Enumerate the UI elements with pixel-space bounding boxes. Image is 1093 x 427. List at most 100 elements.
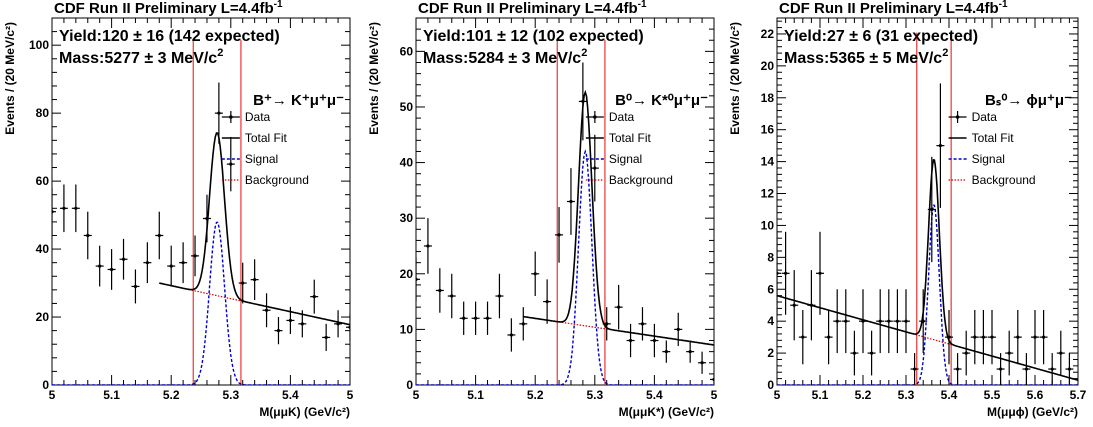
data-point <box>1059 351 1063 355</box>
data-point <box>121 257 126 261</box>
data-point <box>74 206 78 210</box>
y-tick-label: 10 <box>761 218 775 232</box>
data-point <box>169 264 173 268</box>
data-point <box>593 166 597 170</box>
panel-1: CDF Run II Preliminary L=4.4fb-1 0 20 40 60 8… <box>3 0 435 419</box>
data-point <box>324 335 328 340</box>
x-tick-label: 5 <box>49 388 56 402</box>
x-axis-label: M(μμϕ) (GeV/c²) <box>987 405 1078 419</box>
legend-data-marker <box>955 115 960 119</box>
data-point <box>652 338 657 343</box>
data-point <box>700 361 704 365</box>
plot-frame <box>776 17 1079 386</box>
y-tick-label: 18 <box>761 91 775 105</box>
data-point <box>913 367 917 371</box>
y-axis-label: Events / (20 MeV/c²) <box>3 22 17 135</box>
data-point <box>964 351 968 355</box>
y-tick-label: 16 <box>761 123 775 137</box>
data-point <box>348 325 350 329</box>
x-tick-label: 5.4 <box>282 388 299 402</box>
data-point <box>360 329 363 332</box>
y-tick-label: 12 <box>761 187 775 201</box>
data-point <box>736 333 739 336</box>
y-tick-label: 6 <box>767 282 774 296</box>
y-tick-label: 22 <box>761 27 775 41</box>
legend-label-total-fit: Total Fit <box>245 131 288 145</box>
y-tick-label: 80 <box>36 106 50 120</box>
x-tick-label: 5.2 <box>163 388 180 402</box>
decay-process-label: B⁰→ K*⁰μ⁺μ⁻ <box>615 92 708 109</box>
data-point <box>827 335 831 339</box>
total-fit-curve <box>777 158 1078 382</box>
yield-text: Yield:101 ± 12 (102 expected) <box>423 28 644 45</box>
data-point <box>640 322 645 326</box>
data-point <box>861 319 865 323</box>
data-point <box>408 349 411 352</box>
data-point <box>973 335 977 339</box>
data-point <box>1033 335 1037 339</box>
decay-process-label: Bₛ⁰→ ϕμ⁺μ⁻ <box>985 92 1072 109</box>
y-tick-label: 20 <box>761 59 775 73</box>
data-point <box>416 277 418 281</box>
yield-text: Yield:27 ± 6 (31 expected) <box>784 28 978 45</box>
data-point <box>688 350 692 354</box>
legend-label-data: Data <box>609 110 635 124</box>
x-tick-label: 5.1 <box>467 388 484 402</box>
legend-label-background: Background <box>972 173 1036 187</box>
data-point <box>474 316 478 320</box>
data-point <box>336 322 340 326</box>
x-tick-label: 5.3 <box>586 388 603 402</box>
y-tick-label: 60 <box>36 174 50 188</box>
mass-text: Mass:5284 ± 3 MeV/c2 <box>423 47 587 67</box>
data-point <box>462 316 466 320</box>
y-axis-label: Events / (20 MeV/c²) <box>728 22 742 135</box>
data-point <box>288 318 292 323</box>
y-tick-label: 8 <box>767 250 774 264</box>
data-point <box>777 271 779 275</box>
data-point <box>581 99 585 104</box>
x-tick-label: 5.1 <box>812 388 829 402</box>
legend-label-signal: Signal <box>972 152 1005 166</box>
y-tick-label: 100 <box>29 38 49 52</box>
data-point <box>784 271 788 275</box>
y-tick-label: 40 <box>400 156 414 170</box>
x-tick-label: 5 <box>413 388 420 402</box>
data-point <box>52 210 54 214</box>
plot-area <box>416 40 739 385</box>
y-tick-label: 10 <box>400 322 414 336</box>
data-point <box>895 319 900 323</box>
legend-label-signal: Signal <box>245 152 278 166</box>
y-tick-label: 40 <box>36 242 50 256</box>
data-point <box>205 216 209 221</box>
data-point <box>145 261 149 265</box>
x-tick-label: 5.2 <box>527 388 544 402</box>
signal-curve <box>777 204 1078 385</box>
y-tick-label: 4 <box>767 314 774 328</box>
data-point <box>1016 335 1020 339</box>
legend-label-total-fit: Total Fit <box>609 131 652 145</box>
data-point <box>545 299 549 304</box>
plot-area <box>777 32 1078 385</box>
data-point <box>809 303 814 307</box>
data-point <box>181 261 185 265</box>
data-point <box>312 295 316 299</box>
yield-text: Yield:120 ± 16 (142 expected) <box>59 28 280 45</box>
panel-3: CDF Run II Preliminary L=4.4fb-1 0 2 4 6 8 10 1… <box>728 0 1087 419</box>
mass-text: Mass:5365 ± 5 MeV/c2 <box>784 47 948 67</box>
data-point <box>938 144 943 148</box>
legend-label-data: Data <box>972 110 998 124</box>
x-tick-label: 5.6 <box>1027 388 1044 402</box>
legend-label-background: Background <box>609 173 673 187</box>
data-point <box>1007 351 1011 355</box>
x-tick-label: 5.3 <box>898 388 915 402</box>
data-point <box>533 272 537 276</box>
x-tick-label: 5.1 <box>103 388 120 402</box>
legend-data-marker <box>593 115 597 119</box>
data-point <box>1042 335 1046 339</box>
data-point <box>921 319 925 323</box>
y-tick-label: 0 <box>406 378 413 392</box>
data-point <box>432 332 435 335</box>
data-point <box>930 207 934 212</box>
data-point <box>676 327 680 331</box>
